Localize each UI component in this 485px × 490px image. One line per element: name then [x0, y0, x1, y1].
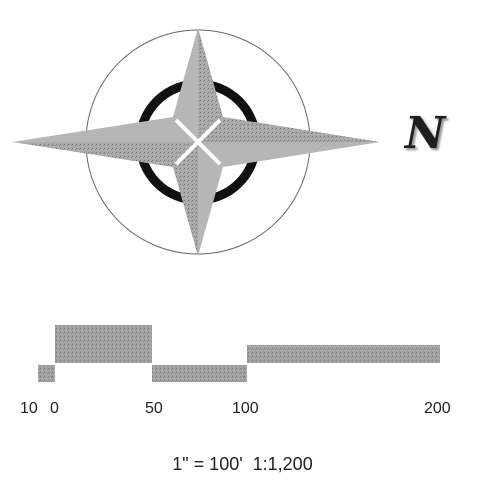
scale-segment-100-200 [247, 345, 440, 363]
north-label: N [405, 108, 446, 159]
scale-tick-100: 100 [232, 400, 259, 417]
scale-tick-0: 0 [50, 400, 59, 417]
scale-ratio-text: 1" = 100' 1:1,200 [172, 454, 313, 474]
scale-segment-10-0 [38, 365, 55, 382]
scale-segment-0-50 [55, 325, 152, 363]
compass-star [12, 28, 380, 256]
scale-tick-10: 10 [20, 400, 38, 417]
scale-tick-200: 200 [424, 400, 451, 417]
scale-tick-50: 50 [145, 400, 163, 417]
compass-rose-icon [12, 28, 380, 256]
scale-segment-50-100 [152, 365, 247, 382]
